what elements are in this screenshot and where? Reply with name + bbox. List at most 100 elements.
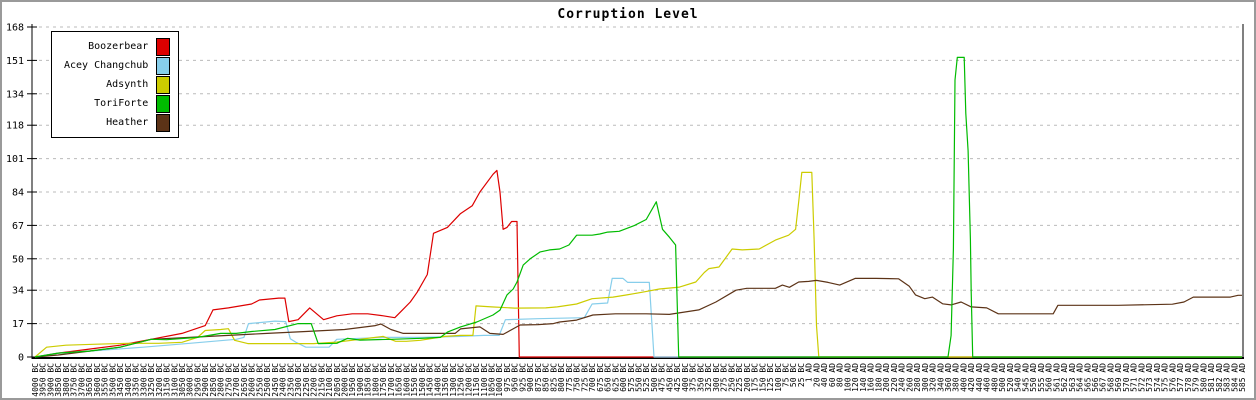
x-tick-label: 1150 BC: [472, 363, 481, 397]
x-tick-label: 325 BC: [704, 363, 713, 392]
x-tick-label: 3300 BC: [139, 363, 148, 397]
x-tick-label: 571 AD: [1130, 363, 1139, 392]
x-tick-label: 3150 BC: [163, 363, 172, 397]
x-tick-label: 3100 BC: [170, 363, 179, 397]
x-tick-label: 578 AD: [1184, 363, 1193, 392]
y-tick-label: 168: [6, 23, 24, 34]
x-tick-label: 425 BC: [673, 363, 682, 392]
x-tick-label: 320 AD: [929, 363, 938, 392]
x-tick-label: 3850 BC: [54, 363, 63, 397]
x-tick-label: 2350 BC: [286, 363, 295, 397]
x-tick-label: 584 AD: [1230, 363, 1239, 392]
x-tick-label: 950 BC: [511, 363, 520, 392]
x-tick-label: 480 AD: [990, 363, 999, 392]
legend-swatch-boozerbear: [156, 37, 171, 56]
x-tick-label: 850 BC: [542, 363, 551, 392]
x-tick-label: 1050 BC: [487, 363, 496, 397]
x-tick-label: 1600 BC: [402, 363, 411, 397]
x-tick-label: 566 AD: [1091, 363, 1100, 392]
x-tick-label: 900 BC: [526, 363, 535, 392]
x-tick-label: 545 AD: [1021, 363, 1030, 392]
x-tick-label: 555 AD: [1037, 363, 1046, 392]
x-tick-label: 200 BC: [743, 363, 752, 392]
x-tick-label: 565 AD: [1083, 363, 1092, 392]
chart-title: Corruption Level: [557, 7, 699, 22]
x-tick-label: 2650 BC: [240, 363, 249, 397]
x-tick-label: 550 BC: [635, 363, 644, 392]
x-tick-label: 3750 BC: [70, 363, 79, 397]
y-tick-label: 50: [12, 254, 24, 265]
x-tick-label: 550 AD: [1029, 363, 1038, 392]
x-tick-label: 561 AD: [1052, 363, 1061, 392]
x-tick-label: 700 BC: [588, 363, 597, 392]
x-tick-label: 280 AD: [913, 363, 922, 392]
x-tick-label: 750 BC: [573, 363, 582, 392]
y-tick-label: 151: [6, 56, 24, 67]
x-tick-label: 1900 BC: [356, 363, 365, 397]
x-tick-label: 600 BC: [619, 363, 628, 392]
x-tick-label: 3050 BC: [178, 363, 187, 397]
legend-label-heather: Heather: [106, 117, 149, 128]
x-tick-label: 500 AD: [998, 363, 1007, 392]
x-tick-label: 650 BC: [604, 363, 613, 392]
legend-swatch-acey-changchub: [156, 56, 171, 75]
x-tick-label: 1 AD: [805, 363, 814, 382]
y-tick-label: 67: [12, 221, 24, 232]
x-tick-label: 3400 BC: [124, 363, 133, 397]
x-tick-label: 340 AD: [936, 363, 945, 392]
x-tick-label: 576 AD: [1168, 363, 1177, 392]
x-tick-label: 569 AD: [1114, 363, 1123, 392]
x-tick-label: 440 AD: [975, 363, 984, 392]
series-line-adsynth: [34, 171, 1242, 358]
x-tick-label: 2550 BC: [255, 363, 264, 397]
x-tick-label: 520 AD: [1006, 363, 1015, 392]
x-tick-label: 275 BC: [720, 363, 729, 392]
x-tick-label: 375 BC: [689, 363, 698, 392]
x-tick-label: 360 AD: [944, 363, 953, 392]
x-tick-label: 540 AD: [1014, 363, 1023, 392]
x-tick-label: 2150 BC: [317, 363, 326, 397]
legend-swatch-heather: [156, 113, 171, 132]
x-tick-label: 475 BC: [658, 363, 667, 392]
legend: Boozerbear Acey Changchub Adsynth ToriForte…: [51, 31, 180, 138]
series-line-toriforte: [34, 56, 1242, 358]
legend-item-toriforte: ToriForte: [64, 94, 171, 113]
x-tick-label: 3200 BC: [155, 363, 164, 397]
x-tick-label: 3450 BC: [116, 363, 125, 397]
x-tick-label: 875 BC: [534, 363, 543, 392]
x-tick-label: 625 BC: [611, 363, 620, 392]
x-tick-label: 1750 BC: [379, 363, 388, 397]
x-tick-label: 3950 BC: [39, 363, 48, 397]
x-tick-label: 75 BC: [782, 363, 791, 387]
x-tick-label: 100 AD: [843, 363, 852, 392]
x-tick-label: 1550 BC: [410, 363, 419, 397]
x-tick-label: 2850 BC: [209, 363, 218, 397]
x-tick-label: 3250 BC: [147, 363, 156, 397]
x-tick-label: 2050 BC: [333, 363, 342, 397]
x-tick-label: 3500 BC: [108, 363, 117, 397]
x-tick-label: 582 AD: [1215, 363, 1224, 392]
x-tick-label: 200 AD: [882, 363, 891, 392]
x-tick-label: 2950 BC: [193, 363, 202, 397]
x-tick-label: 583 AD: [1223, 363, 1232, 392]
x-tick-label: 2200 BC: [310, 363, 319, 397]
x-tick-label: 50 BC: [789, 363, 798, 387]
x-tick-label: 675 BC: [596, 363, 605, 392]
x-tick-label: 1500 BC: [418, 363, 427, 397]
series-line-acey-changchub: [34, 277, 1242, 358]
x-tick-label: 3600 BC: [93, 363, 102, 397]
x-tick-label: 800 BC: [557, 363, 566, 392]
x-tick-label: 775 BC: [565, 363, 574, 392]
x-tick-label: 125 BC: [766, 363, 775, 392]
x-tick-label: 1850 BC: [364, 363, 373, 397]
x-tick-label: 3650 BC: [85, 363, 94, 397]
x-tick-label: 460 AD: [983, 363, 992, 392]
x-tick-label: 2000 BC: [340, 363, 349, 397]
x-tick-label: 1250 BC: [457, 363, 466, 397]
x-tick-label: 420 AD: [967, 363, 976, 392]
x-tick-label: 400 AD: [959, 363, 968, 392]
x-tick-label: 175 BC: [751, 363, 760, 392]
legend-item-acey-changchub: Acey Changchub: [64, 56, 171, 75]
x-tick-label: 925 BC: [518, 363, 527, 392]
